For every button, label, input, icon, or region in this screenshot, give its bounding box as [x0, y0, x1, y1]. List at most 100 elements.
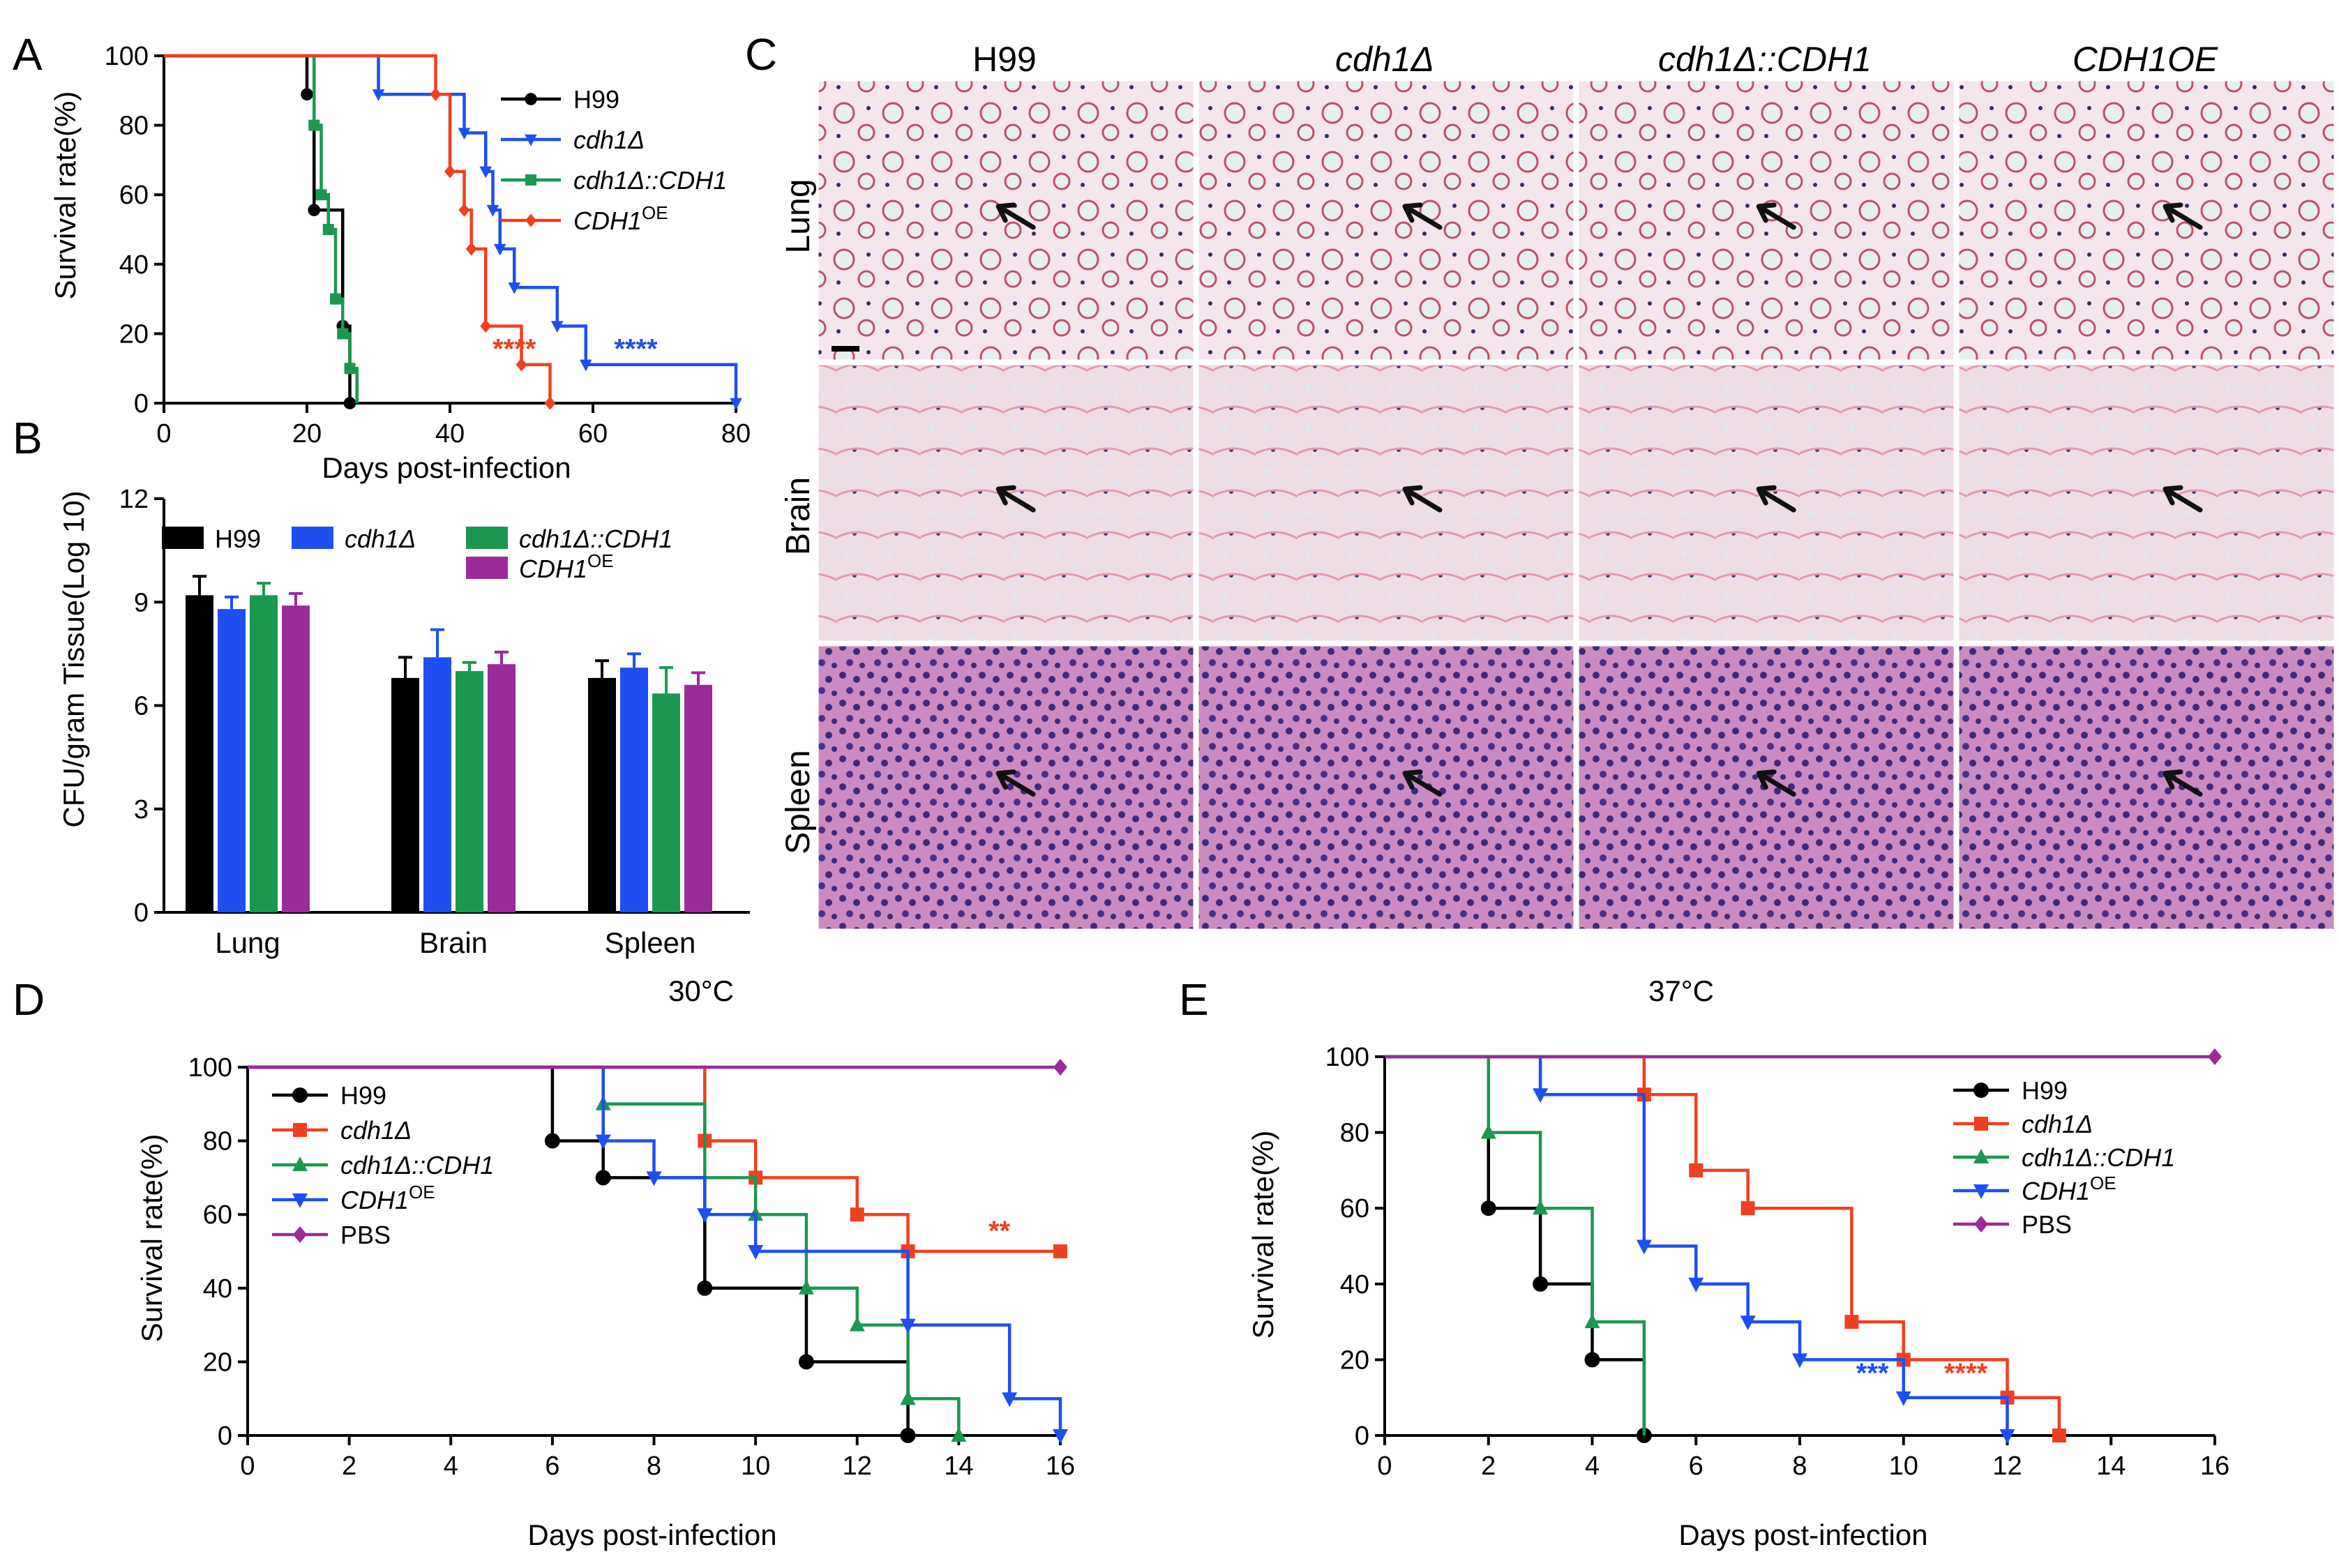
chart-e-axes: 0 20 40 60 80 100 0 2 4 6 8 10 12 14 16 — [1325, 1043, 2230, 1481]
legend-swatch-cdh1 — [292, 527, 333, 549]
legend-marker-pbs — [293, 1226, 307, 1243]
legend-marker-cdh1-cdh1 — [1973, 1149, 1989, 1163]
series-line-cdh1 — [164, 54, 738, 403]
x-tick-label: 2 — [1481, 1452, 1496, 1481]
point-cdh1 — [1844, 1315, 1859, 1329]
point-cdh1oe — [1688, 1277, 1704, 1292]
point-h99 — [1533, 1276, 1549, 1292]
legend-label-pbs: PBS — [340, 1221, 391, 1249]
x-tick-label: 0 — [1377, 1452, 1392, 1481]
series-line-cdh1oe — [1385, 1055, 2009, 1435]
arrow-icon — [2163, 769, 2203, 797]
y-tick-label: 0 — [1355, 1422, 1369, 1451]
legend-label-cdh1: cdh1Δ — [573, 126, 645, 154]
x-tick-label: 6 — [545, 1452, 559, 1481]
legend-label-cdh1-cdh1: cdh1Δ::CDH1 — [2022, 1143, 2175, 1172]
point-h99 — [343, 397, 356, 409]
x-tick-label: 16 — [2200, 1452, 2229, 1481]
arrow-icon — [1756, 485, 1796, 513]
x-tick-label: 14 — [2096, 1452, 2126, 1481]
chart-d-title: 30°C — [668, 974, 734, 1007]
y-tick-label: 100 — [188, 1053, 232, 1083]
chart-d-axes: 0 20 40 60 80 100 0 2 4 6 8 10 12 14 16 — [188, 1053, 1076, 1481]
bar-cdh1-cdh1-spleen — [652, 693, 680, 912]
y-tick-label: 20 — [1340, 1345, 1369, 1375]
bar-cdh1oe-lung — [282, 605, 310, 912]
bar-cdh1-cdh1-brain — [456, 671, 483, 912]
legend-label-cdh1: cdh1Δ — [2022, 1110, 2093, 1138]
point-h99 — [595, 1170, 611, 1186]
error-bar-cdh1oe-brain — [495, 650, 509, 665]
y-tick-label: 40 — [203, 1274, 232, 1304]
point-cdh1 — [508, 282, 521, 294]
x-tick-label: 6 — [1689, 1452, 1704, 1481]
point-cdh1oe — [900, 1318, 916, 1334]
point-cdh1-cdh1 — [1533, 1200, 1549, 1215]
point-cdh1oe — [465, 242, 477, 256]
y-tick-label: 60 — [119, 181, 149, 210]
error-bar-h99-spleen — [595, 659, 609, 678]
point-cdh1 — [458, 128, 471, 140]
y-tick-label: 20 — [203, 1348, 232, 1377]
error-bar-h99-brain — [398, 656, 412, 678]
y-tick-label: 100 — [105, 42, 149, 71]
x-tick-label: 8 — [647, 1452, 661, 1481]
panel-label-b: B — [13, 413, 43, 463]
arrow-icon — [1756, 202, 1796, 230]
point-cdh1oe — [1533, 1088, 1549, 1103]
point-cdh1oe — [430, 87, 442, 101]
x-tick-label: 4 — [444, 1452, 458, 1481]
point-cdh1-cdh1 — [1584, 1313, 1600, 1329]
y-tick-label: 60 — [1340, 1194, 1369, 1223]
y-tick-label: 0 — [134, 389, 149, 419]
x-tick-label: 16 — [1046, 1452, 1075, 1481]
legend-label-cdh1: cdh1Δ — [340, 1116, 412, 1145]
legend-label-cdh1oe: CDH1OE — [519, 550, 614, 583]
point-cdh1oe — [544, 396, 556, 410]
y-tick-label: 6 — [134, 692, 149, 721]
y-tick-label: 80 — [203, 1127, 232, 1156]
chart-a-axes: 0 20 40 60 80 100 0 20 40 60 80 — [105, 42, 751, 448]
histology-image-brain-cdh1 — [1196, 363, 1576, 643]
legend-swatch-cdh1oe — [466, 557, 508, 579]
arrow-icon — [2163, 202, 2203, 230]
point-h99 — [308, 204, 321, 216]
point-cdh1oe — [697, 1208, 713, 1223]
chart-a-ylabel: Survival rate(%) — [49, 91, 82, 300]
legend-marker-pbs — [1974, 1216, 1988, 1232]
significance-label: **** — [492, 333, 536, 364]
chart-e-ylabel: Survival rate(%) — [1247, 1131, 1279, 1339]
legend-label-cdh1-cdh1: cdh1Δ::CDH1 — [519, 525, 672, 553]
error-bar-cdh1-brain — [430, 628, 444, 658]
x-tick-label: 40 — [435, 419, 465, 448]
legend-marker-cdh1-cdh1 — [292, 1156, 308, 1171]
point-cdh1-cdh1 — [330, 293, 341, 305]
error-bar-cdh1-lung — [225, 595, 239, 610]
bar-h99-brain — [391, 677, 419, 912]
histology-image-brain-cdh1oe — [1957, 363, 2336, 643]
point-cdh1-cdh1 — [337, 328, 349, 340]
bar-cdh1-lung — [218, 609, 246, 912]
point-cdh1oe — [480, 319, 492, 333]
point-pbs — [2208, 1048, 2222, 1065]
chart-e-xlabel: Days post-infection — [1678, 1518, 1927, 1551]
x-tick-label: 2 — [342, 1452, 356, 1481]
legend-marker-h99 — [525, 93, 537, 105]
histology-row-spleen: Spleen — [780, 750, 817, 854]
legend-label-h99: H99 — [215, 525, 261, 553]
legend-marker-cdh1oe — [525, 213, 536, 227]
point-cdh1 — [550, 321, 564, 333]
chart-d-ylabel: Survival rate(%) — [135, 1134, 168, 1343]
point-cdh1 — [1689, 1163, 1704, 1177]
panel-label-d: D — [13, 974, 45, 1025]
error-bar-cdh1-cdh1-lung — [257, 582, 271, 596]
legend-label-h99: H99 — [573, 85, 619, 114]
category-label-brain: Brain — [419, 926, 488, 959]
legend-label-h99: H99 — [340, 1081, 386, 1110]
significance-label: ** — [988, 1216, 1011, 1246]
significance-label: *** — [1856, 1358, 1889, 1389]
legend-label-cdh1: cdh1Δ — [345, 525, 416, 553]
chart-e-plot: *** **** — [1385, 1048, 2222, 1444]
